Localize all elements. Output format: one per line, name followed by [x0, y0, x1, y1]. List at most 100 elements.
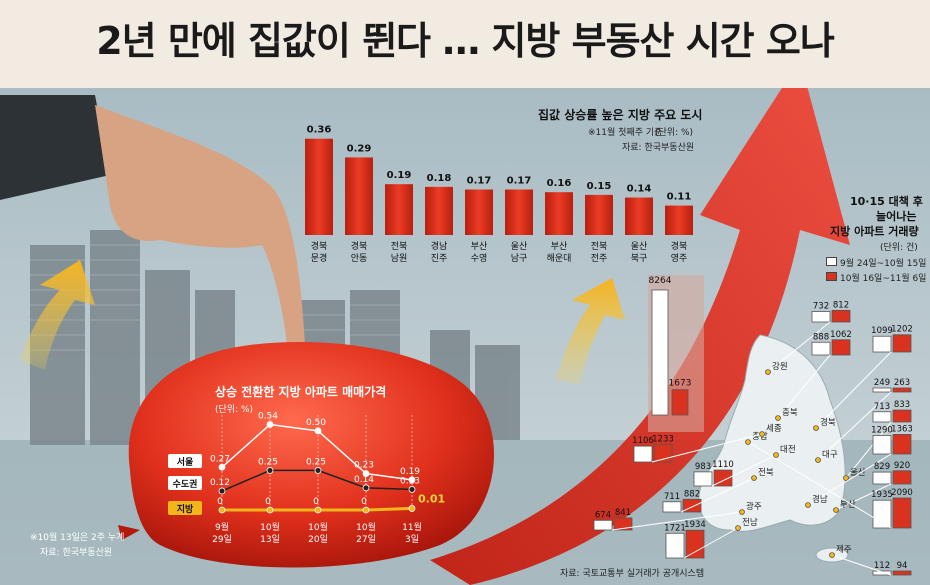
region-name-7: 충남	[752, 432, 768, 442]
bar-3	[425, 186, 453, 235]
bar-category-7-line1: 전북	[591, 241, 608, 252]
region-connector-11	[611, 511, 743, 531]
yellow-arrow-left	[20, 260, 95, 370]
bar-value-6: 0.16	[547, 178, 572, 189]
region-before-label-12: 1721	[664, 523, 686, 533]
region-connector-12	[683, 527, 739, 559]
series-tag-bg-1	[168, 476, 202, 490]
bar-category-5-line1: 울산	[511, 241, 528, 252]
series-1-point-3	[362, 484, 370, 492]
region-bar-before-0	[811, 311, 831, 323]
bar-7	[585, 194, 613, 235]
bar-2	[385, 184, 413, 235]
bar-category-4-line2: 수영	[471, 253, 488, 264]
bar-category-1-line2: 안동	[351, 253, 368, 264]
total-bar-before	[651, 289, 669, 416]
series-1-point-2	[314, 467, 322, 474]
region-after-label-3: 263	[894, 378, 910, 388]
bar-category-3-line2: 진주	[431, 253, 448, 264]
bar-category-2-line1: 전북	[391, 241, 408, 252]
region-connector-3	[817, 391, 892, 461]
map-chart-unit: (단위: 건)	[880, 243, 918, 253]
bar-category-2-line2: 남원	[391, 253, 408, 264]
region-dot-5	[805, 502, 811, 508]
map-legend-after: 10월 16일~11월 6일	[826, 271, 926, 284]
bar-0	[305, 138, 333, 235]
bar-category-8-line1: 울산	[631, 241, 648, 252]
bar-8	[625, 197, 653, 235]
bar-value-1: 0.29	[347, 143, 372, 154]
series-1-label-3: 0.14	[354, 475, 374, 485]
region-bar-before-10	[662, 501, 682, 513]
legend-swatch-after	[826, 272, 837, 281]
region-after-label-5: 1363	[891, 424, 913, 434]
total-after-label: 1673	[669, 379, 692, 389]
region-connector-8	[651, 433, 763, 463]
line-chart-title: 상승 전환한 지방 아파트 매매가격	[215, 385, 387, 399]
red-rising-arrow	[430, 88, 850, 585]
region-bar-before-13	[872, 570, 892, 576]
x-label-1-line2: 13일	[260, 534, 280, 545]
region-name-13: 제주	[836, 545, 852, 555]
region-before-label-2: 1099	[871, 326, 893, 336]
bar-chart-title: 집값 상승률 높은 지방 주요 도시	[538, 108, 703, 122]
region-name-6: 부산	[840, 499, 856, 510]
series-1-label-4: 0.13	[400, 476, 420, 486]
header-band	[0, 0, 930, 88]
region-bar-after-9	[713, 469, 733, 487]
region-before-label-13: 112	[874, 561, 890, 571]
bar-category-0-line1: 경북	[311, 240, 328, 252]
region-connector-4	[845, 421, 892, 479]
region-after-label-7: 2090	[891, 488, 913, 498]
bar-category-5-line2: 남구	[511, 253, 528, 264]
series-2-label-1: 0	[265, 497, 271, 507]
region-bar-before-7	[872, 499, 892, 529]
region-bar-after-13	[892, 570, 912, 576]
series-2-label-2: 0	[313, 497, 319, 507]
region-dot-1	[775, 415, 781, 421]
region-before-label-11: 674	[595, 510, 611, 520]
region-dot-10	[751, 475, 757, 481]
bar-4	[465, 189, 493, 235]
x-label-0-line1: 9월	[215, 521, 229, 533]
region-bar-after-5	[892, 434, 912, 455]
region-before-label-1: 888	[813, 332, 829, 342]
region-connector-9	[711, 454, 777, 487]
series-0-label-2: 0.50	[306, 418, 326, 428]
series-tag-bg-0	[168, 454, 202, 468]
page-title: 2년 만에 집값이 뛴다 … 지방 부동산 시간 오나	[96, 19, 835, 63]
region-dot-0	[765, 369, 771, 375]
region-name-3: 대구	[822, 450, 838, 460]
region-dot-12	[735, 525, 741, 531]
bar-value-7: 0.15	[587, 181, 612, 192]
bar-value-0: 0.36	[307, 125, 332, 136]
bar-5	[505, 189, 533, 235]
region-bar-after-2	[892, 334, 912, 353]
region-name-8: 세종	[766, 424, 782, 434]
bar-6	[545, 192, 573, 235]
region-before-label-0: 732	[813, 301, 829, 311]
region-bar-after-4	[892, 409, 912, 423]
region-after-label-12: 1934	[684, 520, 706, 530]
series-0-label-4: 0.19	[400, 467, 420, 477]
bar-value-2: 0.19	[387, 170, 412, 181]
series-0-point-0	[218, 463, 226, 471]
bar-category-6-line1: 부산	[551, 241, 568, 252]
region-after-label-1: 1062	[830, 330, 852, 340]
bar-category-3-line1: 경남	[431, 240, 448, 252]
series-1-point-4	[408, 486, 416, 493]
series-0-point-2	[314, 427, 322, 435]
region-dot-9	[773, 452, 779, 458]
region-connector-10	[680, 477, 755, 513]
region-before-label-10: 711	[664, 492, 680, 502]
series-2-point-4	[408, 505, 416, 512]
yellow-arrow-middle	[555, 278, 625, 385]
region-connector-6	[835, 483, 892, 511]
region-connector-0	[767, 321, 831, 373]
region-before-label-9: 983	[695, 462, 711, 472]
region-name-0: 강원	[772, 361, 788, 372]
series-1-point-1	[266, 467, 274, 474]
region-before-label-3: 249	[874, 378, 890, 388]
